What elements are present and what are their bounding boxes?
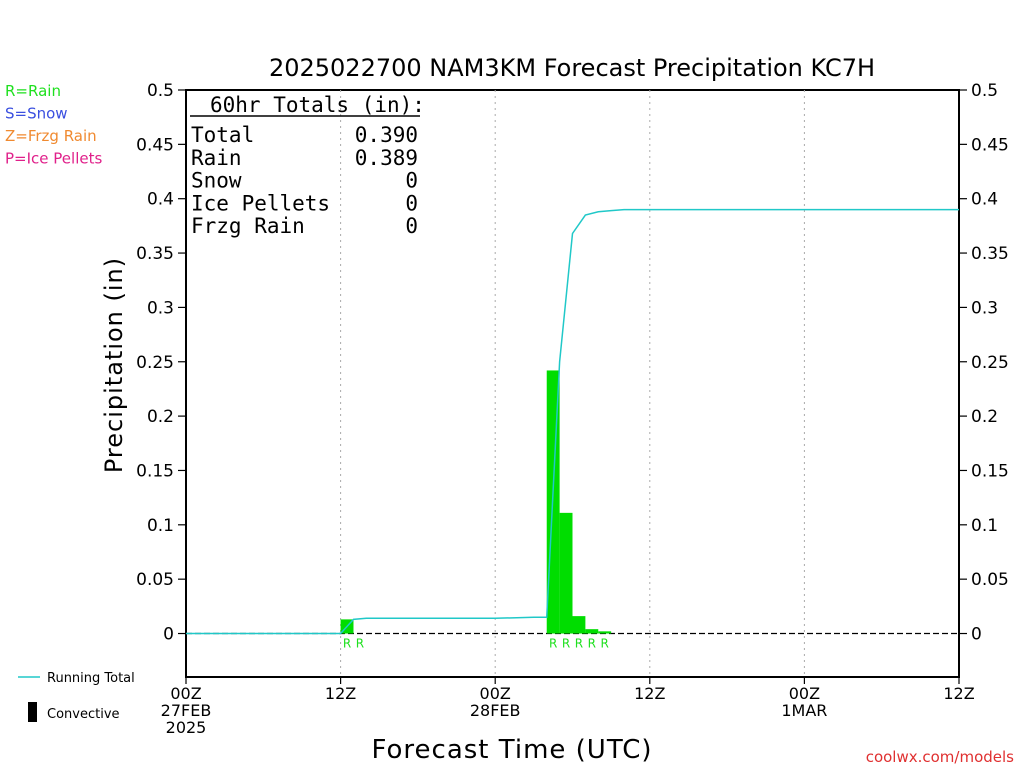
y-tick-label-right: 0.25 [971,353,1009,373]
totals-row-value: 0 [405,214,418,238]
convective-legend-label: Convective [47,707,120,722]
y-tick-label-right: 0 [971,625,982,645]
x-tick-label: 28FEB [470,701,521,720]
y-tick-label-right: 0.2 [971,407,998,427]
ptype-label: R [562,637,570,651]
y-tick-label-left: 0.05 [136,570,174,590]
ptype-label: R [601,637,609,651]
y-tick-label-left: 0.35 [136,244,174,264]
y-tick-label-left: 0 [163,625,174,645]
y-axis-label: Precipitation (in) [100,257,128,473]
ptype-label: R [356,637,364,651]
precip-type-legend-item: S=Snow [5,105,68,123]
totals-row-label: Ice Pellets [191,191,330,215]
x-tick-label: 00Z [480,684,511,703]
line-legend: Running Total Convective [18,671,135,722]
precip-bar [598,631,612,634]
precip-type-legend-item: R=Rain [5,82,61,100]
running-total-group [186,208,959,635]
x-tick-label: 27FEB [161,701,212,720]
convective-legend-swatch [28,702,37,722]
precip-bar [559,512,573,634]
ptype-label: R [575,637,583,651]
ptype-label: R [588,637,596,651]
x-tick-label: 12Z [943,684,974,703]
y-tick-label-right: 0.5 [971,81,998,101]
x-axis-label: Forecast Time (UTC) [371,735,652,765]
totals-row-label: Snow [191,169,242,193]
x-tick-label: 00Z [789,684,820,703]
totals-row-label: Total [191,123,254,147]
y-tick-label-left: 0.2 [147,407,174,427]
totals-row-value: 0 [405,169,418,193]
running-total-line [186,208,959,635]
y-tick-label-right: 0.45 [971,135,1009,155]
y-tick-label-left: 0.5 [147,81,174,101]
y-tick-label-left: 0.15 [136,461,174,481]
ptype-label: R [549,637,557,651]
y-tick-label-left: 0.1 [147,516,174,536]
y-tick-label-right: 0.05 [971,570,1009,590]
y-tick-label-left: 0.4 [147,190,174,210]
x-tick-label: 1MAR [781,701,827,720]
precip-type-legend: R=Rain S=Snow Z=Frzg Rain P=Ice Pellets [5,82,102,168]
grid-lines [340,90,805,677]
y-tick-label-left: 0.45 [136,135,174,155]
precip-bar [572,616,586,634]
y-tick-label-right: 0.1 [971,516,998,536]
y-tick-label-right: 0.35 [971,244,1009,264]
totals-row-value: 0.389 [355,146,418,170]
y-tick-label-right: 0.3 [971,298,998,318]
totals-row-label: Rain [191,146,242,170]
bars-group [340,370,612,634]
y-tick-label-left: 0.25 [136,353,174,373]
totals-box: 60hr Totals (in): Total 0.390 Rain 0.389 Sno… [190,93,425,238]
x-tick-label: 12Z [634,684,665,703]
credit-text: coolwx.com/models [866,748,1014,766]
totals-row-label: Frzg Rain [191,214,305,238]
x-tick-label: 00Z [170,684,201,703]
plot-frame [185,89,960,678]
y-tick-label-right: 0.4 [971,190,998,210]
totals-row-value: 0.390 [355,123,418,147]
precip-type-legend-item: Z=Frzg Rain [5,127,97,145]
running-total-legend-label: Running Total [47,671,135,686]
x-tick-label: 12Z [325,684,356,703]
totals-rows: Total 0.390 Rain 0.389 Snow 0 Ice Pellets 0 Frzg… [191,123,418,238]
precip-type-legend-item: P=Ice Pellets [5,150,102,168]
x-tick-label: 2025 [166,718,207,737]
y-tick-label-left: 0.3 [147,298,174,318]
y-tick-label-right: 0.15 [971,461,1009,481]
y-axis-right: 0 0.05 0.1 0.15 0.2 0.25 0.3 0.35 0.4 0.45 0.5 [959,81,1009,645]
totals-header: 60hr Totals (in): [210,93,425,117]
precip-bar [585,629,599,634]
y-axis-left: 0 0.05 0.1 0.15 0.2 0.25 0.3 0.35 0.4 0.45 0.5 [136,81,186,645]
totals-row-value: 0 [405,191,418,215]
ptype-label: R [343,637,351,651]
chart-title: 2025022700 NAM3KM Forecast Precipitation… [269,54,875,82]
